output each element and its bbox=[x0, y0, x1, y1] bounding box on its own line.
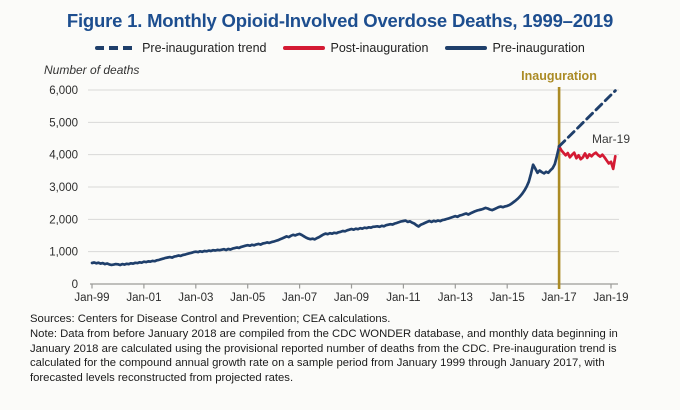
y-tick-label: 4,000 bbox=[49, 150, 78, 162]
x-tick-label: Jan-01 bbox=[126, 292, 161, 304]
footnotes: Sources: Centers for Disease Control and… bbox=[30, 312, 644, 386]
red-line-swatch bbox=[283, 46, 326, 50]
dashed-line-swatch bbox=[95, 46, 138, 50]
legend-item-pre-inauguration: Pre-inauguration bbox=[445, 41, 585, 55]
sources-line: Sources: Centers for Disease Control and… bbox=[30, 313, 391, 325]
legend-label: Post-inauguration bbox=[330, 41, 429, 55]
y-axis-title: Number of deaths bbox=[44, 63, 140, 77]
chart-title: Figure 1. Monthly Opioid-Involved Overdo… bbox=[66, 10, 614, 31]
x-tick-label: Jan-03 bbox=[178, 292, 213, 304]
inauguration-annotation: Inauguration bbox=[521, 69, 597, 83]
series-pre-inauguration bbox=[90, 145, 561, 267]
note-line: Note: Data from before January 2018 are … bbox=[30, 327, 618, 385]
x-tick-label: Jan-09 bbox=[334, 292, 369, 304]
chart-legend: Pre-inauguration trend Post-inauguration… bbox=[0, 41, 680, 55]
endpoint-annotation: Mar-19 bbox=[591, 132, 630, 146]
legend-item-post-inauguration: Post-inauguration bbox=[283, 41, 428, 55]
x-tick-label: Jan-99 bbox=[74, 292, 109, 304]
x-tick-label: Jan-15 bbox=[490, 292, 525, 304]
x-tick-label: Jan-07 bbox=[282, 292, 317, 304]
x-tick-label: Jan-11 bbox=[386, 292, 420, 304]
navy-line-swatch bbox=[445, 46, 488, 50]
series-pre-inauguration-trend bbox=[557, 89, 617, 148]
x-tick-label: Jan-13 bbox=[438, 292, 473, 304]
y-tick-label: 5,000 bbox=[49, 117, 78, 129]
legend-label: Pre-inauguration bbox=[492, 41, 585, 55]
legend-item-pre-inauguration-trend: Pre-inauguration trend bbox=[95, 41, 266, 55]
x-tick-label: Jan-05 bbox=[230, 292, 265, 304]
x-tick-label: Jan-19 bbox=[593, 292, 628, 304]
series-post-inauguration bbox=[557, 145, 617, 171]
y-tick-label: 1,000 bbox=[49, 247, 78, 259]
y-tick-label: 0 bbox=[72, 279, 78, 291]
legend-label: Pre-inauguration trend bbox=[142, 41, 267, 55]
y-tick-label: 3,000 bbox=[49, 182, 78, 194]
line-chart: 0 1,000 2,000 3,000 4,000 5,000 6,000 Jan-99 Jan… bbox=[49, 85, 628, 304]
y-tick-label: 6,000 bbox=[49, 85, 78, 97]
y-tick-label: 2,000 bbox=[49, 214, 78, 226]
x-tick-label: Jan-17 bbox=[542, 292, 577, 304]
